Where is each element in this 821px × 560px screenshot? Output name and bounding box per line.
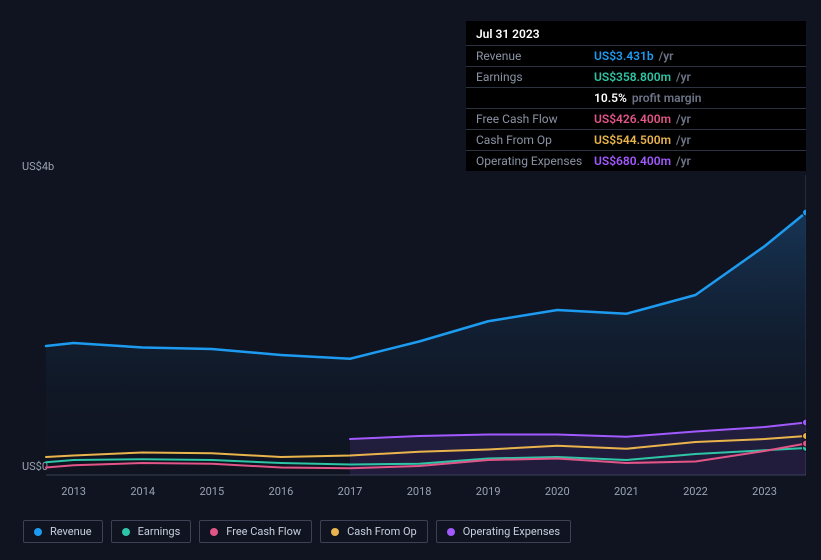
tooltip-suffix: /yr bbox=[673, 70, 691, 84]
legend-item[interactable]: Free Cash Flow bbox=[199, 520, 312, 543]
tooltip-row: EarningsUS$358.800m /yr bbox=[466, 66, 806, 87]
x-tick-label: 2017 bbox=[338, 485, 363, 498]
x-tick-label: 2021 bbox=[614, 485, 639, 498]
x-tick-label: 2020 bbox=[545, 485, 570, 498]
tooltip-suffix: /yr bbox=[656, 49, 674, 63]
tooltip-row: 10.5% profit margin bbox=[466, 87, 806, 108]
x-tick-label: 2016 bbox=[269, 485, 294, 498]
tooltip-value: US$358.800m /yr bbox=[594, 70, 691, 84]
series-end-marker bbox=[803, 419, 807, 426]
tooltip-row: Operating ExpensesUS$680.400m /yr bbox=[466, 150, 806, 171]
hover-tooltip: Jul 31 2023 RevenueUS$3.431b /yrEarnings… bbox=[465, 20, 807, 172]
x-tick-label: 2013 bbox=[61, 485, 86, 498]
x-axis: 2013 2014 2015 2016 2017 2018 2019 2020 2021 2022… bbox=[16, 485, 806, 505]
tooltip-value: 10.5% profit margin bbox=[594, 91, 701, 105]
x-tick-label: 2022 bbox=[683, 485, 708, 498]
legend-swatch-icon bbox=[122, 528, 130, 536]
tooltip-suffix: /yr bbox=[673, 133, 691, 147]
legend: Revenue Earnings Free Cash Flow Cash From O… bbox=[23, 520, 571, 543]
tooltip-value: US$544.500m /yr bbox=[594, 133, 691, 147]
tooltip-suffix: /yr bbox=[673, 112, 691, 126]
tooltip-row: Cash From OpUS$544.500m /yr bbox=[466, 129, 806, 150]
x-tick-label: 2015 bbox=[199, 485, 224, 498]
legend-swatch-icon bbox=[447, 528, 455, 536]
legend-item[interactable]: Earnings bbox=[111, 520, 192, 543]
legend-swatch-icon bbox=[34, 528, 42, 536]
tooltip-label: Earnings bbox=[476, 70, 594, 84]
legend-label: Cash From Op bbox=[347, 525, 417, 538]
tooltip-value: US$426.400m /yr bbox=[594, 112, 691, 126]
tooltip-label: Free Cash Flow bbox=[476, 112, 594, 126]
financial-chart-panel: Jul 31 2023 RevenueUS$3.431b /yrEarnings… bbox=[0, 0, 821, 560]
legend-label: Free Cash Flow bbox=[226, 525, 301, 538]
legend-item[interactable]: Revenue bbox=[23, 520, 103, 543]
series-end-marker bbox=[803, 209, 807, 216]
tooltip-label bbox=[476, 91, 594, 105]
tooltip-date: Jul 31 2023 bbox=[466, 21, 806, 45]
tooltip-label: Revenue bbox=[476, 49, 594, 63]
x-tick-label: 2019 bbox=[476, 485, 501, 498]
legend-label: Revenue bbox=[50, 525, 92, 538]
series-end-marker bbox=[803, 440, 807, 447]
tooltip-value: US$680.400m /yr bbox=[594, 154, 691, 168]
tooltip-row: RevenueUS$3.431b /yr bbox=[466, 45, 806, 66]
legend-swatch-icon bbox=[210, 528, 218, 536]
x-tick-label: 2018 bbox=[407, 485, 432, 498]
legend-label: Earnings bbox=[138, 525, 181, 538]
tooltip-value: US$3.431b /yr bbox=[594, 49, 673, 63]
tooltip-label: Operating Expenses bbox=[476, 154, 594, 168]
tooltip-label: Cash From Op bbox=[476, 133, 594, 147]
series-end-marker bbox=[803, 433, 807, 440]
tooltip-row: Free Cash FlowUS$426.400m /yr bbox=[466, 108, 806, 129]
x-tick-label: 2023 bbox=[752, 485, 777, 498]
chart-plot-area[interactable] bbox=[16, 160, 806, 480]
tooltip-suffix: /yr bbox=[673, 154, 691, 168]
legend-swatch-icon bbox=[331, 528, 339, 536]
legend-label: Operating Expenses bbox=[463, 525, 560, 538]
x-tick-label: 2014 bbox=[130, 485, 155, 498]
tooltip-suffix: profit margin bbox=[629, 91, 702, 105]
legend-item[interactable]: Cash From Op bbox=[320, 520, 428, 543]
legend-item[interactable]: Operating Expenses bbox=[436, 520, 571, 543]
